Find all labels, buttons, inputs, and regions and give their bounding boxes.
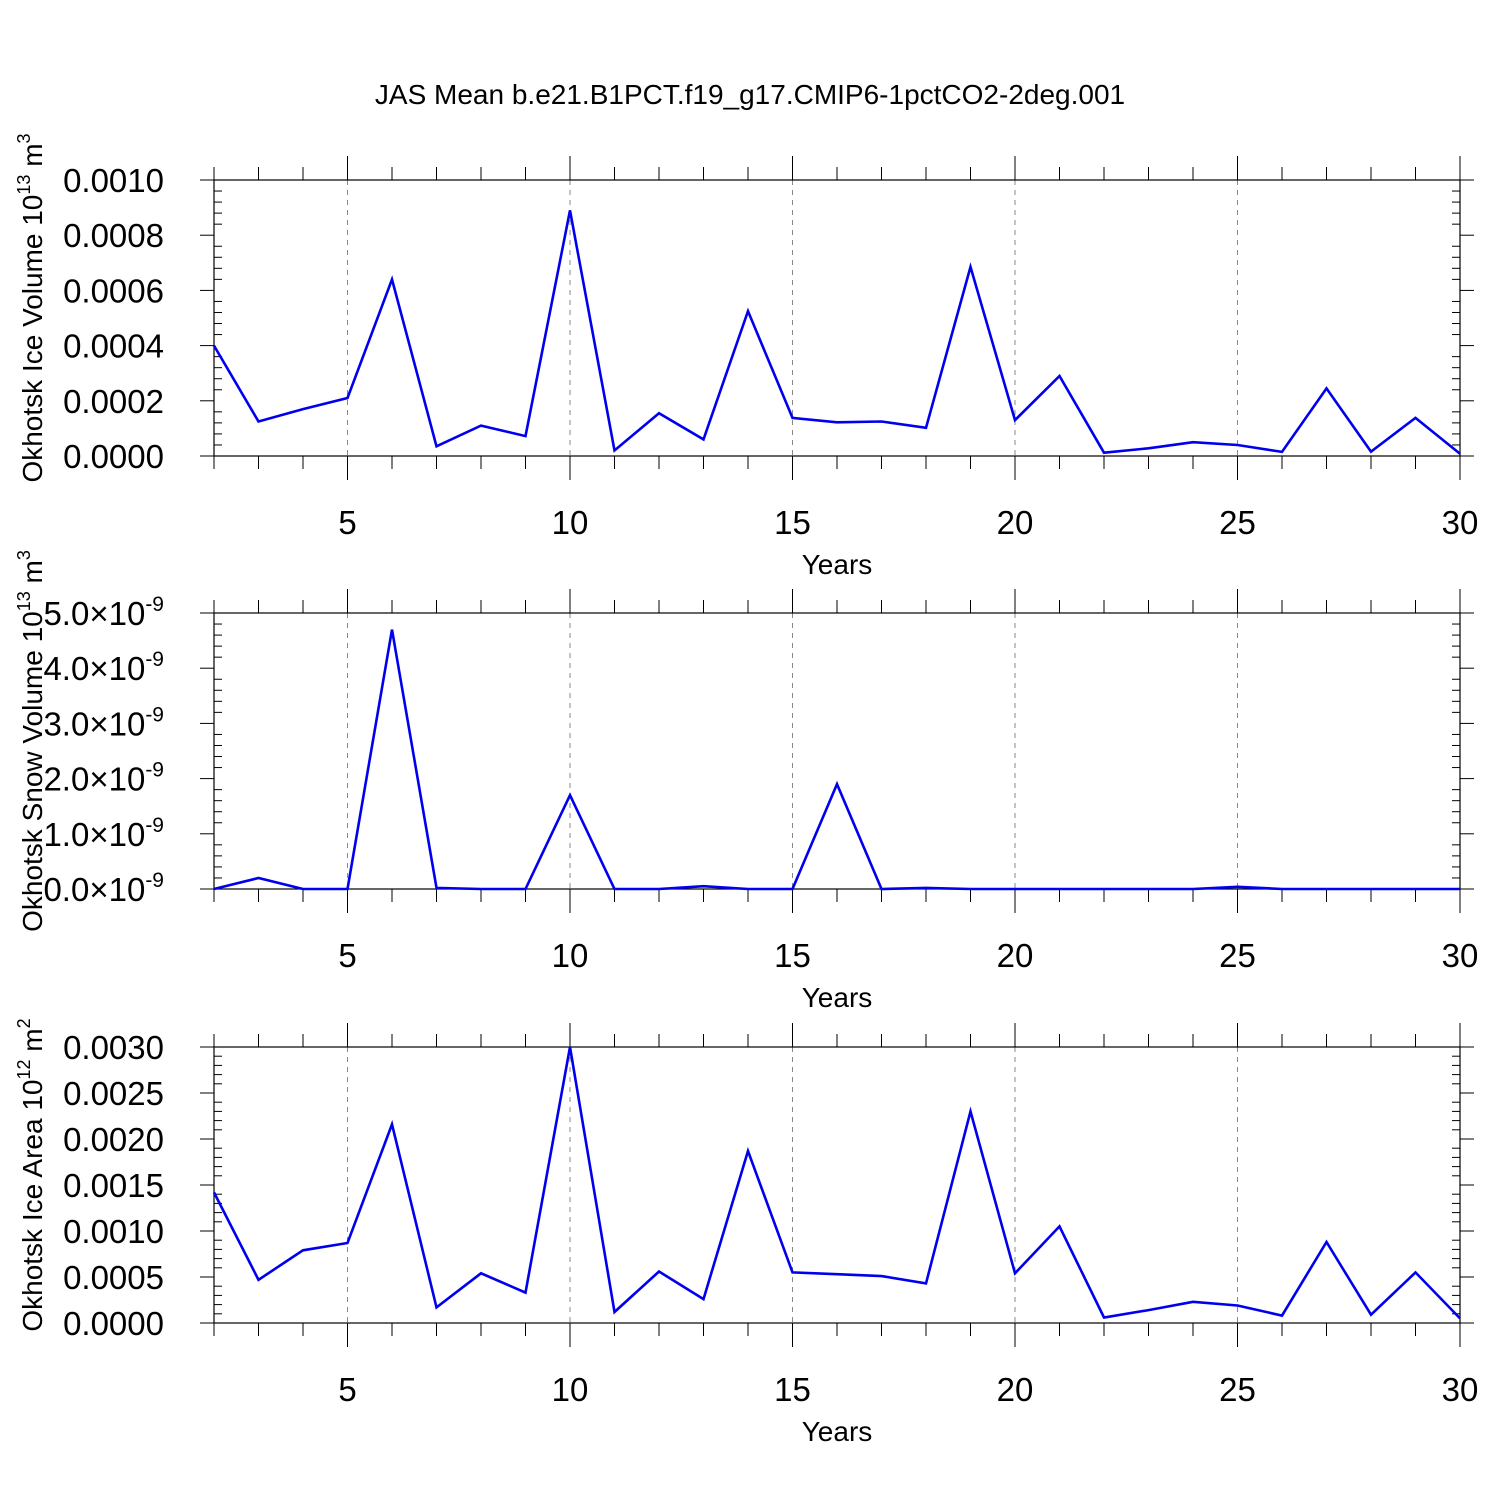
y-tick-label: 0.0015 — [63, 1167, 164, 1204]
y-axis-title: Okhotsk Ice Volume 1013 m3 — [14, 133, 48, 482]
y-tick-mantissa: 3.0×10 — [43, 705, 145, 742]
y-tick-label: 3.0×10-9 — [43, 703, 164, 742]
plot-frame — [213, 1046, 1461, 1324]
plots-container: 5 10 15 20 25 300.00000.00020.00040.00060.000… — [14, 133, 1478, 1447]
y-tick-exponent: -9 — [145, 869, 164, 892]
x-tick-label: 30 — [1442, 504, 1479, 541]
y-tick-label: 4.0×10-9 — [43, 648, 164, 687]
y-tick-label: 0.0005 — [63, 1259, 164, 1296]
y-title-text: Okhotsk Snow Volume 10 — [17, 611, 48, 932]
panel-snow-volume: 5 10 15 20 25 300.0×10-91.0×10-92.0×10-93.0×1… — [14, 550, 1478, 1013]
y-title-exp: 13 — [14, 175, 34, 195]
y-tick-label: 0.0000 — [63, 1305, 164, 1342]
y-tick-mantissa: 5.0×10 — [43, 595, 145, 632]
y-tick-label: 1.0×10-9 — [43, 814, 164, 853]
y-title-exp: 12 — [14, 1059, 34, 1079]
x-tick-label: 25 — [1219, 1371, 1256, 1408]
y-tick-mantissa: 4.0×10 — [43, 650, 145, 687]
y-tick-label: 0.0030 — [63, 1029, 164, 1066]
x-tick-label: 15 — [774, 1371, 811, 1408]
y-axis-title: Okhotsk Snow Volume 1013 m3 — [14, 550, 48, 932]
y-title-unit-exp: 3 — [14, 550, 34, 560]
panel-ice-area: 5 10 15 20 25 30 0.0000 0.0005 0.0010 0.0015 0.002… — [14, 1018, 1478, 1447]
x-tick-label: 30 — [1442, 937, 1479, 974]
y-tick-label: 0.0004 — [63, 328, 164, 365]
y-tick-label: 0.0020 — [63, 1121, 164, 1158]
x-tick-label: 10 — [552, 1371, 589, 1408]
y-tick-label: 0.0006 — [63, 272, 164, 309]
x-tick-label: 20 — [997, 937, 1034, 974]
y-title-unit-exp: 3 — [14, 133, 34, 143]
y-title-exp: 13 — [14, 591, 34, 611]
y-tick-mantissa: 2.0×10 — [43, 761, 145, 798]
y-title-text: Okhotsk Ice Area 10 — [17, 1080, 48, 1332]
y-tick-exponent: -9 — [145, 703, 164, 726]
panel-ice-volume: 5 10 15 20 25 30 0.0000 0.0002 0.0004 0.0006 0.000… — [14, 133, 1478, 580]
x-tick-label: 10 — [552, 937, 589, 974]
y-tick-mantissa: 1.0×10 — [43, 816, 145, 853]
plot-frame — [213, 612, 1461, 890]
y-tick-mantissa: 0.0×10 — [43, 871, 145, 908]
x-tick-label: 20 — [997, 1371, 1034, 1408]
x-tick-label: 5 — [338, 937, 356, 974]
y-tick-label: 0.0010 — [63, 1213, 164, 1250]
series-line-snow-volume — [213, 629, 1460, 891]
y-tick-label: 2.0×10-9 — [43, 759, 164, 798]
x-tick-label: 25 — [1219, 937, 1256, 974]
y-title-unit: m — [17, 560, 48, 591]
y-tick-label: 0.0010 — [63, 162, 164, 199]
y-tick-exponent: -9 — [145, 648, 164, 671]
x-tick-label: 30 — [1442, 1371, 1479, 1408]
y-title-text: Okhotsk Ice Volume 10 — [17, 195, 48, 483]
y-title-unit: m — [17, 1028, 48, 1059]
x-axis-title: Years — [802, 982, 873, 1013]
y-tick-exponent: -9 — [145, 814, 164, 837]
x-tick-label: 15 — [774, 937, 811, 974]
y-axis-title: Okhotsk Ice Area 1012 m2 — [14, 1018, 48, 1331]
x-tick-label: 15 — [774, 504, 811, 541]
figure-title: JAS Mean b.e21.B1PCT.f19_g17.CMIP6-1pctC… — [375, 79, 1125, 110]
y-tick-label: 5.0×10-9 — [43, 593, 164, 632]
x-axis-title: Years — [802, 1416, 873, 1447]
x-tick-label: 5 — [338, 504, 356, 541]
y-tick-label: 0.0025 — [63, 1075, 164, 1112]
y-tick-label: 0.0000 — [63, 438, 164, 475]
series-line-ice-volume — [212, 210, 1461, 455]
plot-frame — [213, 179, 1461, 457]
x-tick-label: 10 — [552, 504, 589, 541]
y-tick-label: 0.0×10-9 — [43, 869, 164, 908]
y-tick-label: 0.0002 — [63, 383, 164, 420]
y-tick-exponent: -9 — [145, 593, 164, 616]
x-tick-label: 5 — [338, 1371, 356, 1408]
series-line-ice-area — [212, 1046, 1461, 1320]
y-tick-exponent: -9 — [145, 759, 164, 782]
x-tick-label: 25 — [1219, 504, 1256, 541]
y-title-unit-exp: 2 — [14, 1018, 34, 1028]
x-axis-title: Years — [802, 549, 873, 580]
x-tick-label: 20 — [997, 504, 1034, 541]
y-tick-label: 0.0008 — [63, 217, 164, 254]
y-title-unit: m — [17, 143, 48, 174]
